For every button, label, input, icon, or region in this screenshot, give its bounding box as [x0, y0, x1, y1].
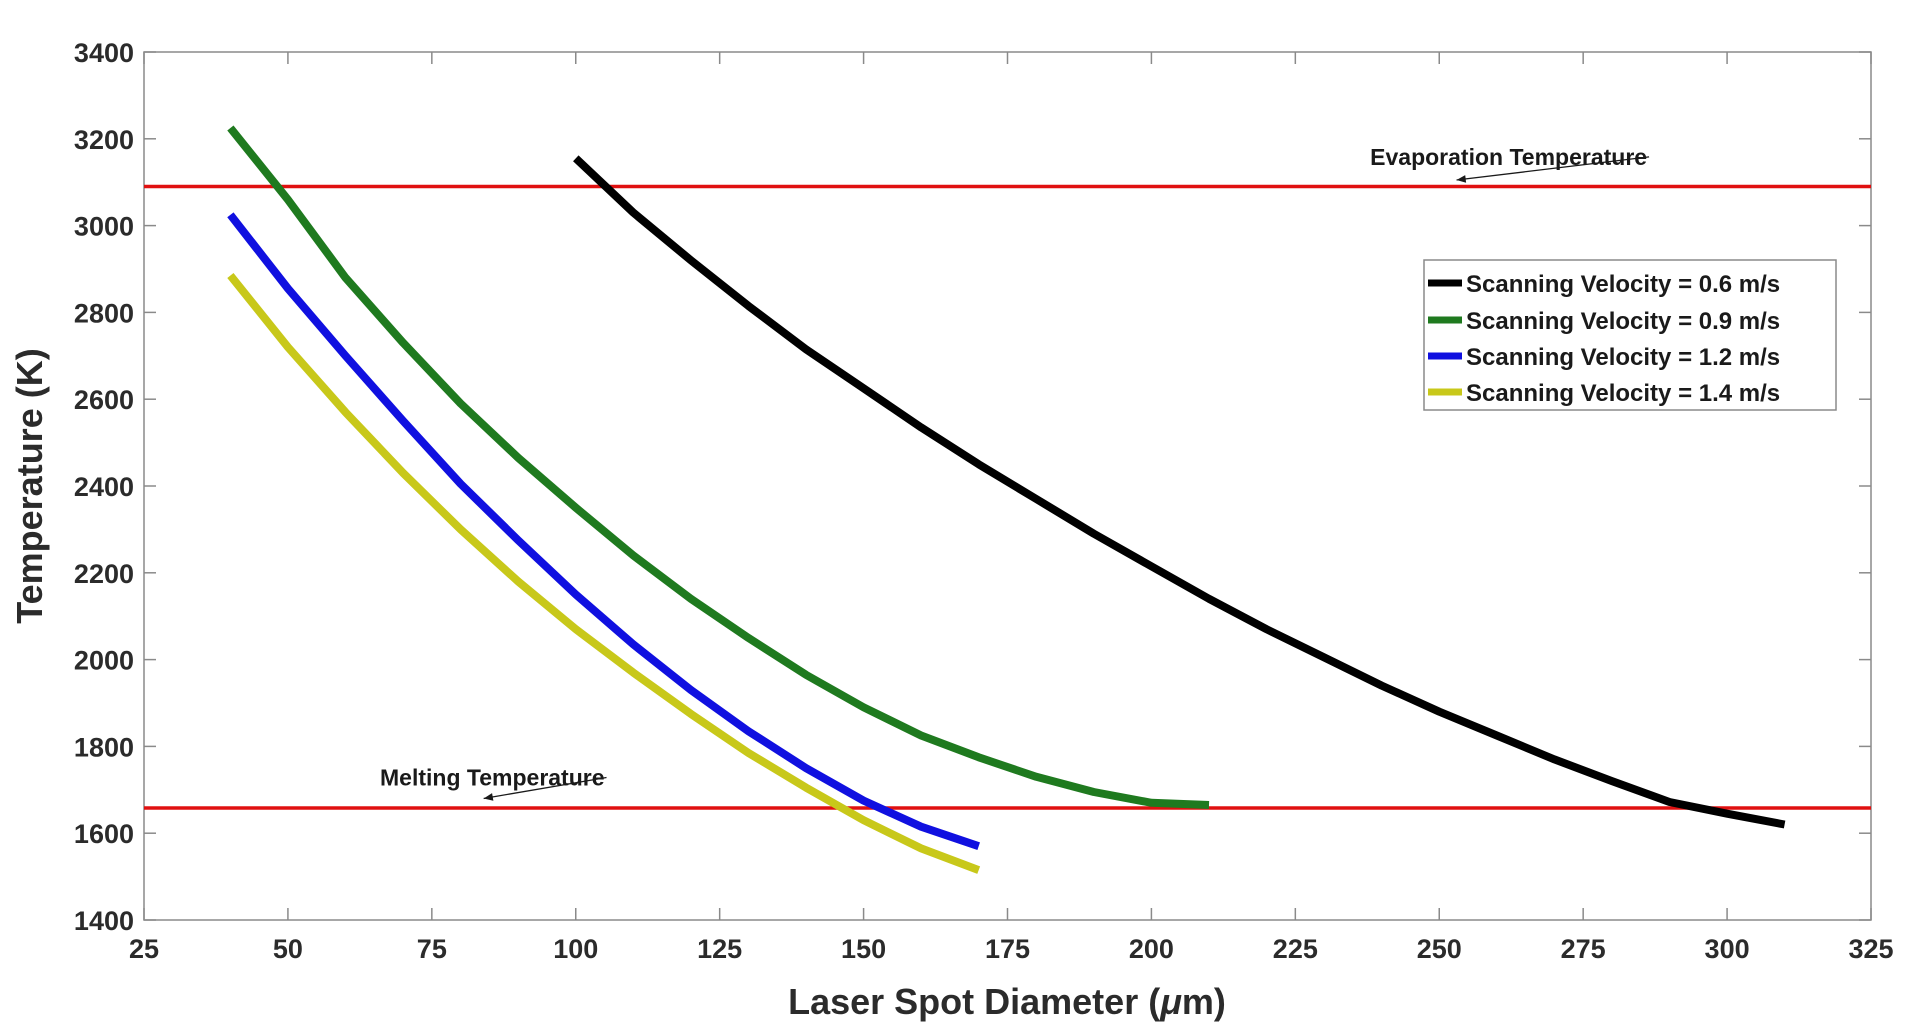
- legend-label-3: Scanning Velocity = 1.4 m/s: [1466, 380, 1780, 407]
- y-tick-label: 1600: [74, 819, 134, 849]
- x-tick-label: 300: [1705, 934, 1750, 964]
- annotation-arrowhead: [1456, 175, 1467, 183]
- series-line-3: [227, 272, 981, 874]
- legend-box: [1423, 259, 1837, 411]
- series-lines: [227, 125, 1786, 874]
- y-tick-label: 2400: [74, 472, 134, 502]
- y-tick-label: 2200: [74, 559, 134, 589]
- reference-lines: [144, 184, 1871, 810]
- y-tick-label: 1400: [74, 906, 134, 936]
- annotation-label: Melting Temperature: [380, 764, 604, 790]
- annotations: Evaporation Temperature Melting Temperatu…: [380, 144, 1650, 801]
- x-tick-label: 75: [417, 934, 447, 964]
- x-tick-label: 225: [1273, 934, 1318, 964]
- y-tick-label: 3000: [74, 212, 134, 242]
- x-tick-label: 125: [697, 934, 742, 964]
- x-tick-label: 325: [1848, 934, 1893, 964]
- axis-ticks: [143, 51, 1872, 921]
- annotation-arrow: [483, 776, 607, 800]
- x-tick-label: 50: [273, 934, 303, 964]
- x-tick-label: 25: [129, 934, 159, 964]
- x-tick-label: 100: [553, 934, 598, 964]
- y-axis-title: Temperature (K): [9, 348, 50, 623]
- annotation-label: Evaporation Temperature: [1370, 144, 1647, 170]
- y-tick-label: 2800: [74, 298, 134, 328]
- series-line-2: [227, 212, 980, 850]
- y-tick-label: 3200: [74, 125, 134, 155]
- x-tick-label: 175: [985, 934, 1030, 964]
- x-tick-label: 200: [1129, 934, 1174, 964]
- x-tick-label: 150: [841, 934, 886, 964]
- y-tick-label: 2600: [74, 385, 134, 415]
- annotation-arrow: [1456, 156, 1650, 181]
- x-axis-title: Laser Spot Diameter (μm): [788, 981, 1226, 1022]
- legend: Scanning Velocity = 0.6 m/s Scanning Vel…: [1423, 259, 1837, 411]
- x-tick-label: 275: [1561, 934, 1606, 964]
- legend-label-1: Scanning Velocity = 0.9 m/s: [1466, 308, 1780, 335]
- y-tick-label: 1800: [74, 732, 134, 762]
- x-tick-label: 250: [1417, 934, 1462, 964]
- series-line-0: [573, 155, 1786, 829]
- y-tick-label: 3400: [74, 38, 134, 68]
- legend-label-0: Scanning Velocity = 0.6 m/s: [1466, 271, 1780, 298]
- y-tick-label: 2000: [74, 646, 134, 676]
- annotation-arrowhead: [483, 793, 494, 801]
- series-line-1: [227, 125, 1210, 809]
- legend-label-2: Scanning Velocity = 1.2 m/s: [1466, 344, 1780, 371]
